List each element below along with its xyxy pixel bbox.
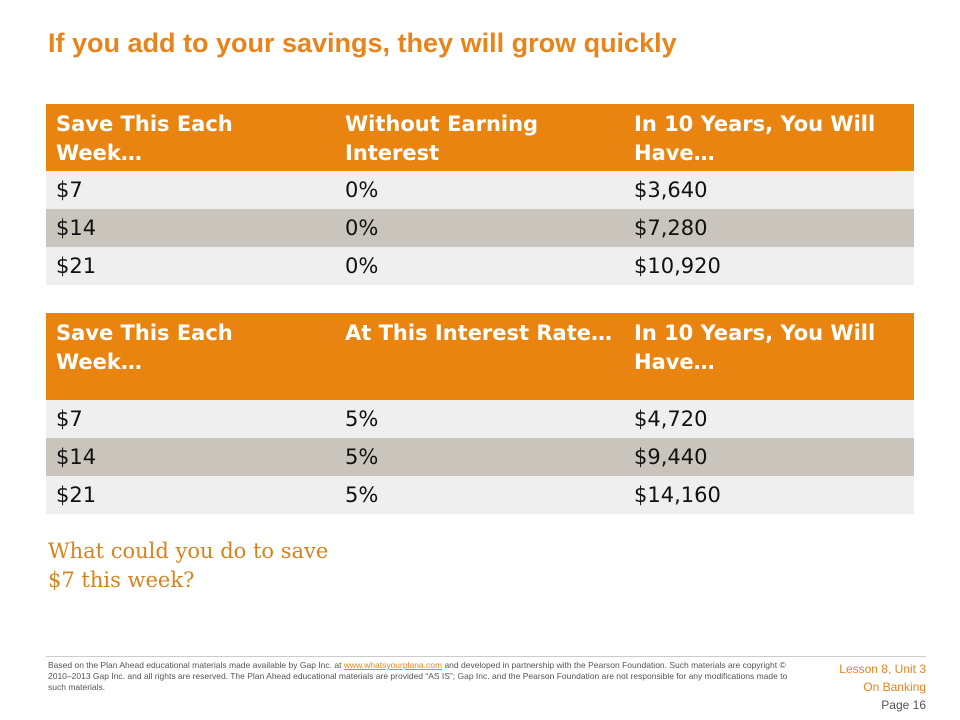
table-row: $21 0% $10,920 — [46, 247, 914, 285]
cell-total: $10,920 — [624, 247, 914, 285]
footer-text-end: and developed in partnership with the Pe… — [48, 660, 788, 692]
cell-total: $14,160 — [624, 476, 914, 514]
table-row: $21 5% $14,160 — [46, 476, 914, 514]
discussion-question: What could you do to save $7 this week? — [48, 537, 328, 595]
lesson-unit-name: On Banking — [863, 680, 926, 694]
table-row: $14 0% $7,280 — [46, 209, 914, 247]
cell-interest: 5% — [335, 438, 624, 476]
table-header-row: Save This Each Week… At This Interest Ra… — [46, 313, 914, 400]
footer-copyright: Based on the Plan Ahead educational mate… — [48, 660, 788, 693]
cell-interest: 0% — [335, 209, 624, 247]
cell-interest: 0% — [335, 247, 624, 285]
cell-total: $7,280 — [624, 209, 914, 247]
cell-save-amount: $14 — [46, 209, 335, 247]
cell-interest: 5% — [335, 476, 624, 514]
savings-table-no-interest: Save This Each Week… Without Earning Int… — [46, 104, 914, 285]
cell-save-amount: $14 — [46, 438, 335, 476]
table-header-row: Save This Each Week… Without Earning Int… — [46, 104, 914, 171]
lesson-info: Lesson 8, Unit 3 On Banking Page 16 — [839, 660, 926, 714]
lesson-number: Lesson 8, Unit 3 — [839, 662, 926, 676]
question-line-2: $7 this week? — [48, 568, 195, 592]
footer-text-start: Based on the Plan Ahead educational mate… — [48, 660, 344, 670]
table-row: $14 5% $9,440 — [46, 438, 914, 476]
website-link[interactable]: www.whatsyourplana.com — [343, 660, 443, 670]
cell-save-amount: $7 — [46, 171, 335, 209]
table-row: $7 5% $4,720 — [46, 400, 914, 438]
column-header-save: Save This Each Week… — [46, 313, 335, 400]
cell-save-amount: $21 — [46, 247, 335, 285]
cell-total: $9,440 — [624, 438, 914, 476]
page-number: Page 16 — [881, 698, 926, 712]
question-line-1: What could you do to save — [48, 539, 329, 563]
cell-interest: 5% — [335, 400, 624, 438]
cell-save-amount: $7 — [46, 400, 335, 438]
column-header-interest: Without Earning Interest — [335, 104, 624, 171]
column-header-save: Save This Each Week… — [46, 104, 335, 171]
column-header-interest-rate: At This Interest Rate… — [335, 313, 624, 400]
column-header-result: In 10 Years, You Will Have… — [624, 313, 914, 400]
table-row: $7 0% $3,640 — [46, 171, 914, 209]
cell-interest: 0% — [335, 171, 624, 209]
cell-save-amount: $21 — [46, 476, 335, 514]
savings-table-with-interest: Save This Each Week… At This Interest Ra… — [46, 313, 914, 514]
column-header-result: In 10 Years, You Will Have… — [624, 104, 914, 171]
cell-total: $4,720 — [624, 400, 914, 438]
page-title: If you add to your savings, they will gr… — [48, 28, 677, 58]
cell-total: $3,640 — [624, 171, 914, 209]
footer-divider — [46, 656, 926, 657]
